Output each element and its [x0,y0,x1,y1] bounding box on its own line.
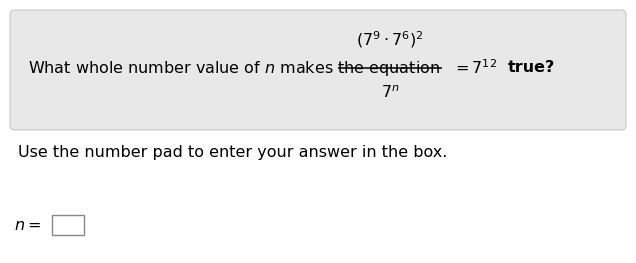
Text: $(7^9 \cdot 7^6)^2$: $(7^9 \cdot 7^6)^2$ [356,29,424,50]
Text: $n =$: $n =$ [14,218,41,232]
Text: true?: true? [508,60,555,75]
FancyBboxPatch shape [52,215,84,235]
Text: What whole number value of $n$ makes the equation: What whole number value of $n$ makes the… [28,58,440,78]
Text: $= 7^{12}$: $= 7^{12}$ [452,59,497,77]
FancyBboxPatch shape [10,10,626,130]
Text: $7^n$: $7^n$ [381,84,399,101]
Text: Use the number pad to enter your answer in the box.: Use the number pad to enter your answer … [18,145,447,160]
